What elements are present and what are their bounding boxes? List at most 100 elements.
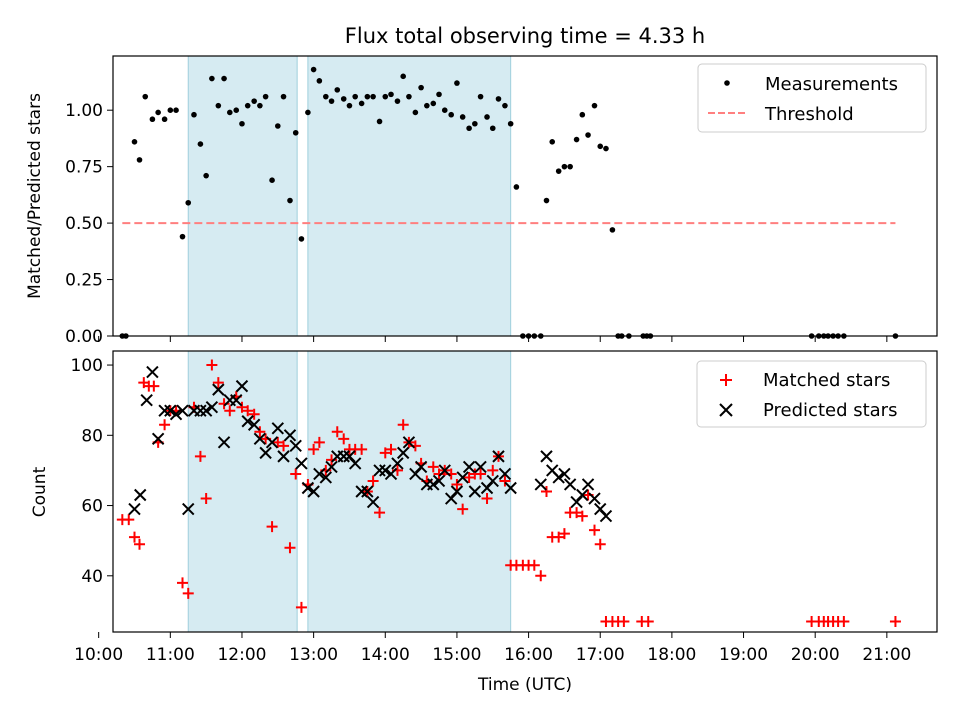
x-tick-label-9: 19:00	[719, 645, 768, 665]
measurements-point-9	[173, 107, 179, 113]
matched-stars-point-62	[481, 493, 493, 505]
matched-stars-point-61	[475, 468, 487, 480]
predicted-stars-point-0	[128, 502, 141, 516]
measurements-point-32	[310, 66, 317, 73]
measurements-point-45	[388, 91, 394, 98]
matched-stars-point-31	[295, 601, 307, 613]
matched-stars-point-34	[313, 436, 325, 448]
measurements-point-50	[418, 84, 424, 91]
measurements-point-18	[226, 109, 233, 116]
matched-stars-point-21	[236, 401, 248, 413]
predicted-stars-point-19	[241, 415, 254, 428]
predicted-stars-point-12	[199, 404, 213, 417]
top-shaded-intervals	[187, 55, 512, 337]
predicted-stars-point-26	[283, 429, 297, 442]
predicted-stars-point-37	[348, 457, 362, 470]
measurements-point-28	[287, 197, 293, 204]
predicted-stars-point-28	[295, 457, 308, 470]
matched-stars-point-57	[451, 478, 463, 490]
predicted-stars-point-17	[230, 393, 243, 407]
legend-label-measurements: Measurements	[765, 74, 898, 95]
measurements-point-7	[161, 116, 168, 123]
bottom-legend: Matched stars Predicted stars	[696, 360, 927, 428]
matched-stars-point-8	[159, 419, 171, 431]
x-tick-label-10: 20:00	[791, 645, 840, 665]
predicted-stars-point-52	[438, 464, 451, 477]
predicted-stars-point-27	[289, 439, 302, 453]
measurements-point-59	[472, 120, 478, 127]
measurements-point-78	[585, 132, 591, 138]
predicted-stars-point-29	[301, 481, 315, 495]
x-tick-label-5: 15:00	[432, 645, 481, 665]
matched-stars-point-46	[385, 443, 397, 455]
matched-stars-point-59	[463, 471, 475, 483]
predicted-stars-point-39	[361, 485, 374, 498]
measurements-point-81	[603, 145, 609, 152]
measurements-point-75	[567, 163, 573, 170]
matched-stars-point-48	[397, 419, 409, 431]
predicted-stars-point-20	[247, 418, 261, 431]
predicted-stars-point-48	[414, 460, 428, 474]
top-y-tick-label-2: 0.50	[65, 214, 103, 234]
measurements-point-54	[441, 107, 448, 113]
legend-marker-predicted-stars	[719, 403, 733, 417]
bottom-plot-marks	[116, 359, 901, 627]
predicted-stars-point-8	[176, 404, 189, 417]
measurements-point-36	[334, 87, 341, 93]
measurements-point-82	[609, 227, 616, 233]
predicted-stars-point-43	[384, 467, 398, 481]
measurements-point-3	[136, 157, 143, 163]
predicted-stars-point-42	[379, 464, 392, 477]
top-shaded-interval-1	[307, 55, 512, 337]
x-axis-label: Time (UTC)	[477, 675, 572, 695]
matched-stars-point-28	[278, 440, 290, 452]
matched-stars-point-16	[206, 359, 218, 371]
measurements-point-57	[459, 114, 466, 120]
predicted-stars-point-72	[581, 478, 595, 491]
predicted-stars-point-65	[540, 450, 553, 463]
predicted-stars-point-14	[212, 383, 225, 396]
matched-stars-point-18	[218, 398, 230, 410]
measurements-point-16	[215, 102, 222, 109]
top-y-tick-label-1: 0.25	[65, 271, 103, 291]
predicted-stars-point-32	[319, 471, 333, 484]
x-tick-label-0: 10:00	[74, 645, 123, 665]
measurements-point-26	[275, 123, 281, 129]
measurements-point-23	[257, 102, 263, 109]
matched-stars-point-23	[248, 408, 260, 420]
matched-stars-point-26	[266, 521, 278, 533]
legend-marker-matched-stars	[720, 374, 732, 386]
measurements-point-63	[495, 96, 502, 102]
legend-marker-measurements	[724, 80, 730, 86]
x-tick-label-11: 21:00	[862, 645, 911, 665]
measurements-point-61	[484, 114, 490, 120]
matched-stars-point-29	[284, 542, 296, 554]
x-tick-label-3: 13:00	[289, 645, 338, 665]
measurements-point-74	[561, 163, 568, 170]
predicted-stars-point-45	[396, 446, 410, 460]
predicted-stars-point-57	[468, 485, 482, 498]
legend-label-matched-stars: Matched stars	[763, 370, 890, 391]
matched-stars-point-54	[433, 468, 445, 480]
measurements-point-6	[155, 109, 161, 116]
predicted-stars-point-1	[134, 488, 147, 502]
measurements-point-62	[489, 125, 496, 132]
predicted-stars-point-30	[307, 485, 320, 498]
matched-stars-point-80	[589, 524, 601, 536]
measurements-point-31	[305, 109, 311, 116]
measurements-point-5	[149, 116, 156, 123]
predicted-stars-point-11	[194, 404, 207, 417]
measurements-point-80	[597, 143, 604, 150]
predicted-stars-point-3	[146, 365, 159, 379]
predicted-stars-point-55	[456, 471, 469, 484]
matched-stars-point-19	[224, 405, 236, 417]
measurements-point-55	[448, 111, 454, 118]
measurements-point-64	[502, 102, 508, 109]
measurements-point-22	[251, 98, 257, 104]
matched-stars-point-70	[528, 559, 540, 571]
predicted-stars-point-56	[462, 460, 476, 474]
measurements-point-13	[197, 141, 204, 147]
measurements-point-27	[280, 93, 287, 100]
chart-title: Flux total observing time = 4.33 h	[345, 24, 705, 48]
predicted-stars-point-4	[151, 432, 165, 446]
